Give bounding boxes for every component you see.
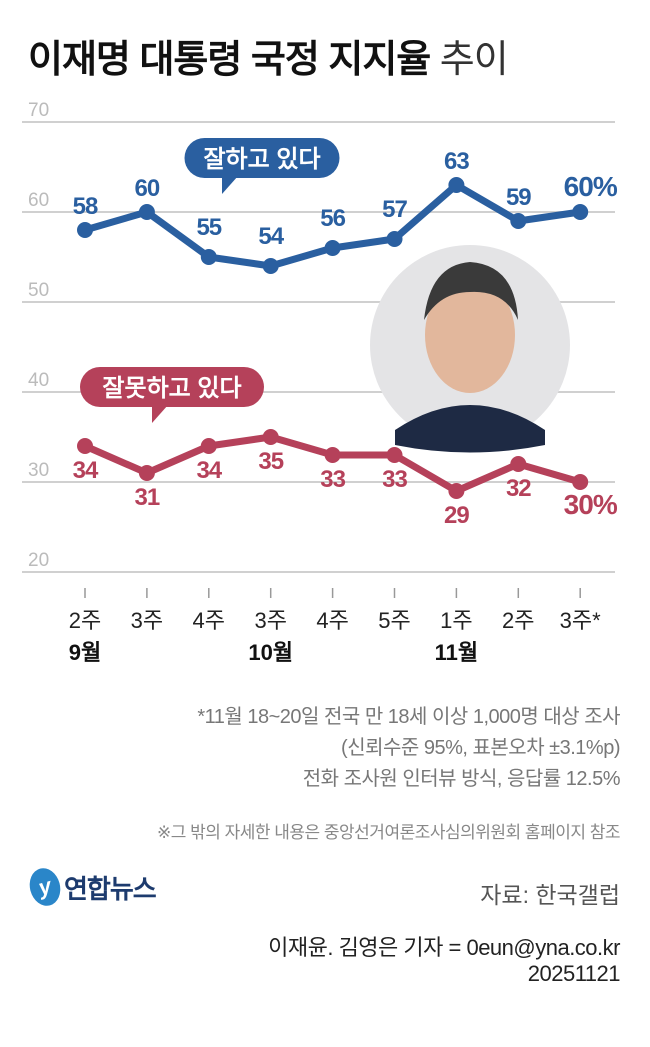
data-point <box>510 213 527 229</box>
data-point <box>138 204 155 220</box>
data-point <box>262 258 279 274</box>
x-tick-label: 5주 <box>378 608 410 633</box>
approve-bubble <box>184 138 340 178</box>
disapprove-bubble-tail <box>152 405 168 423</box>
portrait-suit <box>395 405 545 453</box>
data-label: 30% <box>564 489 618 520</box>
approve-legend-label: 잘하고 있다 <box>203 146 320 173</box>
data-label: 57 <box>382 196 407 223</box>
data-label: 34 <box>73 457 99 484</box>
note-line: *11월 18~20일 전국 만 18세 이상 1,000명 대상 조사 <box>197 706 620 728</box>
credit-reporters: 이재윤. 김영은 기자 = 0eun@yna.co.kr <box>268 935 620 960</box>
data-label: 58 <box>73 193 98 220</box>
approve-bubble-tail <box>222 176 238 194</box>
x-tick-label: 3주 <box>131 608 163 633</box>
month-label: 9월 <box>69 640 101 665</box>
title-sub: 추이 <box>439 39 509 81</box>
data-label: 33 <box>382 466 407 493</box>
credit: 이재윤. 김영은 기자 = 0eun@yna.co.kr 20251121 <box>268 935 620 987</box>
month-label: 11월 <box>435 640 479 665</box>
x-tick-label: 2주 <box>69 608 101 633</box>
portrait-hair <box>424 262 518 320</box>
y-tick-label: 60 <box>28 190 49 211</box>
data-point <box>77 438 93 454</box>
data-point <box>448 483 465 499</box>
data-point <box>200 438 217 454</box>
data-label: 54 <box>258 223 284 250</box>
data-point <box>324 447 341 463</box>
y-tick-label: 20 <box>28 550 49 571</box>
title-main: 이재명 대통령 국정 지지율 <box>28 39 431 81</box>
data-label: 60% <box>564 171 618 202</box>
y-tick-label: 50 <box>28 280 49 301</box>
disapprove-legend-label: 잘못하고 있다 <box>102 375 241 402</box>
data-label: 33 <box>320 466 345 493</box>
y-tick-label: 30 <box>28 460 49 481</box>
data-label: 29 <box>444 502 469 529</box>
month-label: 10월 <box>248 640 293 665</box>
y-tick-label: 40 <box>28 370 49 391</box>
survey-notes: *11월 18~20일 전국 만 18세 이상 1,000명 대상 조사 (신뢰… <box>197 702 620 795</box>
data-point <box>324 240 341 256</box>
data-label: 60 <box>135 175 160 202</box>
note-line: (신뢰수준 95%, 표본오차 ±3.1%p) <box>341 737 620 759</box>
x-tick-label: 2주 <box>502 608 534 633</box>
data-label: 31 <box>135 484 160 511</box>
x-tick-label: 4주 <box>316 608 348 633</box>
data-point <box>138 465 155 481</box>
data-label: 63 <box>444 148 469 175</box>
data-label: 32 <box>506 475 531 502</box>
data-point <box>386 447 403 463</box>
disapprove-bubble <box>80 367 264 407</box>
credit-date: 20251121 <box>527 961 621 986</box>
data-point <box>77 222 93 238</box>
x-tick-label: 3주 <box>254 608 286 633</box>
data-point <box>572 474 589 490</box>
logo-text: 연합뉴스 <box>64 873 157 904</box>
data-point <box>510 456 527 472</box>
data-label: 35 <box>258 448 283 475</box>
x-tick-label: 4주 <box>193 608 225 633</box>
data-point <box>448 177 465 193</box>
data-label: 55 <box>196 214 221 241</box>
data-point <box>572 204 589 220</box>
line-chart: 20 30 40 50 60 70 2주 3주 4주 3주 4주 5주 1주 2주 3주* 9월 10월 11월 5… <box>22 100 619 665</box>
logo-mark-icon: y <box>25 864 65 910</box>
data-point <box>262 429 279 445</box>
x-tick-label: 3주* <box>560 608 601 633</box>
note-line: 전화 조사원 인터뷰 방식, 응답률 12.5% <box>302 768 621 790</box>
yonhap-logo: y 연합뉴스 <box>25 864 157 910</box>
data-label: 59 <box>506 184 531 211</box>
source: 자료: 한국갤럽 <box>480 882 620 908</box>
data-label: 56 <box>320 205 345 232</box>
data-point <box>386 231 403 247</box>
y-tick-label: 70 <box>28 100 49 121</box>
note-extra: ※그 밖의 자세한 내용은 중앙선거여론조사심의위원회 홈페이지 참조 <box>156 823 621 842</box>
data-point <box>200 249 217 265</box>
portrait-face <box>425 277 515 393</box>
x-tick-label: 1주 <box>440 608 472 633</box>
page-title: 이재명 대통령 국정 지지율 추이 <box>28 28 509 83</box>
data-label: 34 <box>196 457 222 484</box>
